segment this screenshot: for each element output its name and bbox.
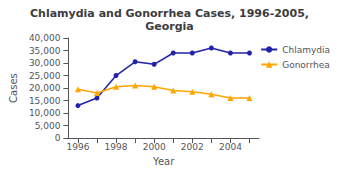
svg-text:2000: 2000 bbox=[143, 142, 166, 152]
svg-text:2004: 2004 bbox=[219, 142, 242, 152]
svg-text:40,000: 40,000 bbox=[29, 33, 61, 43]
svg-text:Year: Year bbox=[152, 156, 175, 167]
svg-text:Gonorrhea: Gonorrhea bbox=[282, 60, 330, 70]
svg-text:10,000: 10,000 bbox=[29, 108, 61, 118]
svg-text:30,000: 30,000 bbox=[29, 58, 61, 68]
svg-text:2002: 2002 bbox=[181, 142, 204, 152]
svg-text:20,000: 20,000 bbox=[29, 83, 61, 93]
svg-text:Chlamydia and Gonorrhea Cases,: Chlamydia and Gonorrhea Cases, 1996-2005… bbox=[30, 7, 309, 20]
svg-text:5,000: 5,000 bbox=[35, 121, 61, 131]
svg-text:Cases: Cases bbox=[8, 73, 19, 103]
svg-text:25,000: 25,000 bbox=[29, 71, 61, 81]
svg-text:1998: 1998 bbox=[105, 142, 128, 152]
svg-text:Georgia: Georgia bbox=[145, 20, 194, 33]
svg-text:0: 0 bbox=[55, 133, 61, 143]
svg-text:1996: 1996 bbox=[66, 142, 89, 152]
svg-text:Chlamydia: Chlamydia bbox=[282, 45, 330, 55]
svg-text:35,000: 35,000 bbox=[29, 46, 61, 56]
svg-text:15,000: 15,000 bbox=[29, 96, 61, 106]
